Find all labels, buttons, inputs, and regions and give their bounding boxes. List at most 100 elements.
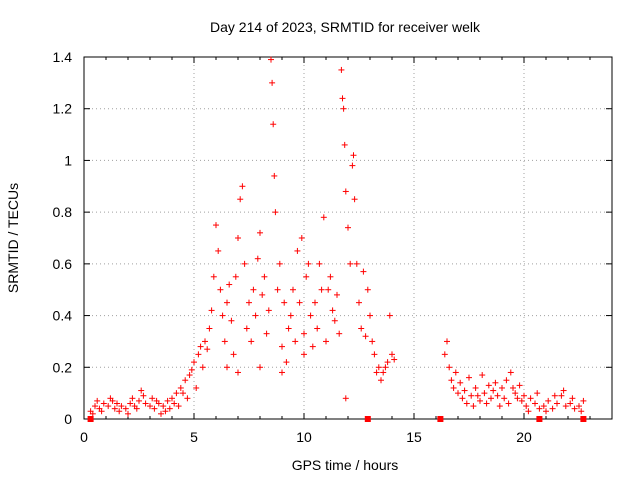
data-point bbox=[224, 299, 230, 306]
y-tick-label: 0.6 bbox=[53, 256, 73, 272]
data-point bbox=[525, 408, 532, 415]
data-point bbox=[111, 405, 118, 412]
data-point bbox=[276, 260, 283, 267]
data-point bbox=[334, 291, 340, 298]
data-point bbox=[257, 229, 263, 236]
data-point bbox=[543, 408, 549, 415]
data-point bbox=[100, 400, 107, 407]
data-point bbox=[182, 377, 189, 384]
data-point bbox=[208, 307, 215, 314]
data-point bbox=[140, 392, 147, 399]
data-point bbox=[261, 273, 268, 280]
data-point bbox=[532, 400, 538, 407]
y-tick-label: 0 bbox=[64, 411, 72, 427]
data-point bbox=[296, 299, 303, 306]
data-point bbox=[358, 325, 365, 332]
data-point bbox=[175, 403, 182, 410]
data-point bbox=[290, 286, 296, 293]
data-point bbox=[125, 410, 131, 417]
data-point bbox=[301, 330, 307, 337]
data-point bbox=[199, 364, 206, 371]
data-point bbox=[248, 338, 255, 345]
data-point bbox=[336, 330, 343, 337]
data-point bbox=[272, 209, 279, 216]
data-point bbox=[320, 214, 327, 221]
data-point bbox=[364, 286, 371, 293]
data-point bbox=[195, 351, 202, 358]
data-point bbox=[490, 387, 497, 394]
data-point bbox=[301, 351, 307, 358]
data-point bbox=[237, 196, 244, 203]
data-points-layer bbox=[87, 56, 587, 417]
data-point bbox=[191, 359, 197, 366]
x-tick-label: 20 bbox=[516, 429, 532, 445]
x-tick-label: 0 bbox=[80, 429, 88, 445]
data-point bbox=[499, 384, 505, 391]
data-point bbox=[98, 408, 105, 415]
baseline-marker bbox=[580, 416, 587, 422]
y-tick-label: 0.4 bbox=[53, 308, 73, 324]
data-point bbox=[202, 338, 208, 345]
data-point bbox=[494, 392, 501, 399]
data-point bbox=[173, 390, 180, 397]
data-point bbox=[567, 400, 574, 407]
data-point bbox=[474, 392, 481, 399]
data-point bbox=[340, 105, 347, 112]
data-point bbox=[560, 387, 567, 394]
data-point bbox=[162, 408, 169, 415]
data-point bbox=[107, 395, 114, 402]
data-point bbox=[298, 235, 305, 241]
data-point bbox=[122, 405, 129, 412]
data-point bbox=[279, 369, 285, 376]
data-point bbox=[94, 397, 101, 404]
data-point bbox=[279, 343, 285, 350]
data-point bbox=[318, 286, 325, 293]
y-axis-label: SRMTID / TECUs bbox=[5, 183, 21, 293]
data-point bbox=[457, 379, 464, 386]
data-point bbox=[316, 260, 323, 267]
data-point bbox=[510, 384, 516, 391]
data-point bbox=[455, 390, 461, 397]
data-point bbox=[246, 299, 252, 306]
data-point bbox=[142, 400, 149, 407]
data-point bbox=[356, 299, 362, 306]
data-point bbox=[213, 222, 219, 229]
data-point bbox=[136, 397, 142, 404]
data-point bbox=[378, 377, 384, 384]
y-tick-label: 1.2 bbox=[53, 101, 73, 117]
data-point bbox=[448, 377, 455, 384]
data-point bbox=[384, 359, 391, 366]
data-point bbox=[250, 286, 257, 293]
data-point bbox=[114, 400, 120, 407]
data-point bbox=[441, 351, 448, 358]
data-point bbox=[271, 172, 278, 179]
data-point bbox=[341, 141, 348, 148]
data-point bbox=[270, 121, 277, 128]
data-point bbox=[470, 403, 477, 410]
baseline-marker bbox=[364, 416, 371, 422]
data-point bbox=[89, 410, 96, 417]
data-point bbox=[327, 273, 334, 280]
data-point bbox=[281, 299, 288, 306]
data-point bbox=[169, 395, 175, 402]
data-point bbox=[309, 343, 316, 350]
data-point bbox=[523, 403, 530, 410]
data-point bbox=[204, 346, 211, 353]
data-point bbox=[105, 403, 112, 410]
baseline-markers-layer bbox=[87, 416, 587, 422]
data-point bbox=[305, 260, 312, 267]
data-point bbox=[360, 268, 367, 275]
data-point bbox=[166, 405, 173, 412]
data-point bbox=[224, 364, 230, 371]
data-point bbox=[226, 281, 233, 288]
data-point bbox=[580, 397, 587, 404]
y-tick-label: 1.4 bbox=[53, 49, 73, 65]
data-point bbox=[369, 338, 376, 345]
data-point bbox=[285, 325, 292, 332]
data-point bbox=[554, 400, 560, 407]
data-point bbox=[342, 188, 349, 195]
data-point bbox=[287, 312, 294, 319]
chart-title: Day 214 of 2023, SRMTID for receiver wel… bbox=[210, 19, 481, 35]
baseline-marker bbox=[536, 416, 543, 422]
